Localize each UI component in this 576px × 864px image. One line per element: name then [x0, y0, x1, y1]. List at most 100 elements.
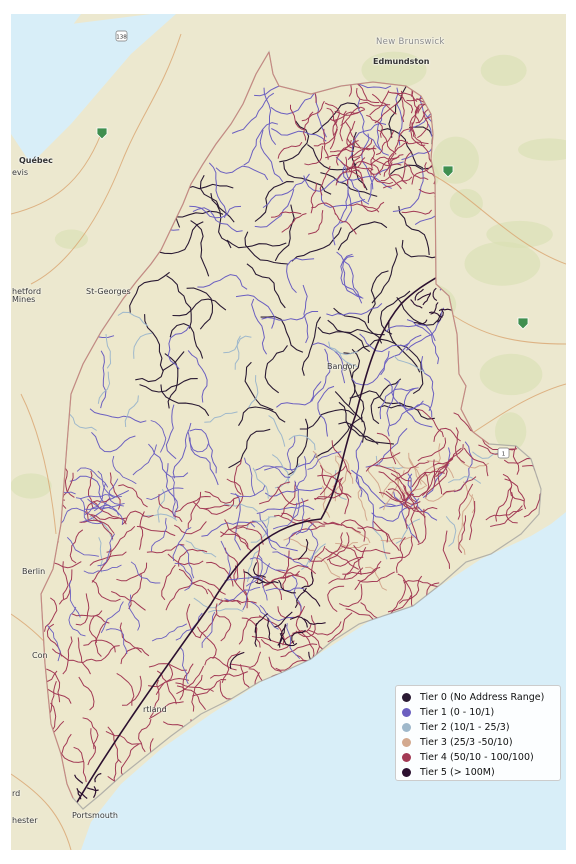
road-tier-3 [283, 538, 315, 552]
road-tier-4 [62, 636, 73, 675]
road-tier-1 [172, 422, 192, 479]
road-tier-4 [254, 573, 282, 601]
road-tier-1 [112, 455, 137, 485]
road-tier-5 [297, 538, 309, 561]
road-tier-4 [83, 639, 116, 653]
road-tier-1 [172, 527, 192, 562]
road-tier-2 [124, 395, 139, 428]
road-tier-4 [338, 584, 363, 608]
road-tier-5 [243, 571, 265, 583]
road-tier-5 [254, 613, 269, 633]
road-tier-4 [357, 571, 395, 583]
road-tier-3 [426, 460, 455, 479]
road-tier-1 [379, 387, 419, 420]
road-tier-3 [341, 523, 371, 544]
road-tier-4 [258, 615, 286, 643]
road-tier-0 [377, 405, 435, 420]
road-tier-4 [203, 499, 235, 515]
road-tier-4 [353, 159, 366, 189]
map-canvas[interactable]: 138 1 [11, 14, 566, 850]
road-tier-4 [338, 478, 350, 515]
road-tier-4 [167, 553, 204, 566]
road-tier-4 [327, 585, 345, 612]
road-tier-4 [120, 743, 139, 778]
road-tier-0 [210, 193, 232, 249]
road-tier-1 [407, 473, 438, 521]
road-tier-4 [458, 515, 466, 554]
road-tier-2 [98, 537, 103, 573]
road-tier-1 [351, 350, 390, 386]
road-tier-4 [336, 139, 352, 166]
road-tier-0 [371, 247, 398, 304]
legend-label-tier-3: Tier 3 (25/3 -50/10) [420, 737, 513, 748]
svg-text:138: 138 [116, 35, 127, 41]
road-tier-1 [244, 457, 256, 496]
road-tier-4 [314, 492, 352, 501]
road-tier-4 [161, 564, 176, 601]
place-label-portland: rtland [143, 705, 167, 714]
road-tier-4 [340, 106, 365, 126]
place-label-new-brunswick: New Brunswick [376, 37, 445, 47]
road-tier-2 [288, 434, 316, 451]
road-tier-4 [373, 520, 400, 552]
road-tier-4 [411, 106, 420, 137]
road-tier-3 [312, 450, 335, 478]
road-tier-1 [230, 485, 266, 498]
road-tier-4 [366, 114, 383, 138]
road-tier-4 [175, 496, 211, 513]
road-tier-4 [87, 728, 96, 766]
place-label-levis: evis [12, 168, 29, 177]
road-tier-4 [331, 440, 352, 475]
road-tier-2 [250, 516, 270, 543]
surrounding-road [450, 313, 566, 345]
road-tier-1 [84, 504, 120, 516]
road-tier-3 [365, 566, 388, 591]
road-tier-0 [400, 344, 424, 395]
place-label-concord: Con [32, 651, 48, 660]
place-label-quebec: Québec [19, 156, 53, 165]
maine-state [41, 52, 541, 809]
road-tier-4 [343, 546, 367, 580]
svg-text:1: 1 [502, 452, 506, 458]
road-tier-5 [436, 309, 444, 323]
road-tier-4 [425, 466, 448, 498]
road-tier-1 [97, 533, 115, 567]
forest-patch [479, 353, 543, 396]
road-tier-4 [370, 145, 376, 176]
road-tier-4 [387, 579, 406, 613]
road-tier-4 [410, 122, 426, 146]
road-tier-4 [359, 101, 391, 107]
road-tier-1 [220, 540, 231, 579]
forest-patch [464, 241, 541, 286]
road-tier-4 [120, 647, 150, 665]
road-tier-5 [255, 581, 279, 585]
road-tier-1 [201, 521, 256, 537]
road-tier-4 [281, 512, 317, 529]
road-tier-5 [274, 611, 293, 628]
road-tier-4 [334, 212, 357, 235]
road-tier-4 [290, 104, 306, 131]
road-tier-3 [380, 536, 415, 542]
road-tier-4 [329, 111, 359, 121]
road-tier-4 [207, 588, 242, 605]
road-tier-4 [82, 717, 99, 750]
road-tier-4 [165, 583, 193, 611]
legend-label-tier-1: Tier 1 (0 - 10/1) [420, 707, 495, 718]
road-tier-4 [353, 544, 391, 554]
road-tier-1 [165, 404, 177, 460]
road-tier-4 [283, 554, 322, 562]
road-tier-2 [204, 411, 238, 423]
road-tier-1 [307, 527, 319, 563]
road-tier-1 [420, 356, 435, 412]
road-tier-0 [169, 323, 204, 359]
road-tier-4 [262, 574, 299, 588]
road-tier-0 [172, 298, 227, 317]
road-tier-1 [272, 502, 298, 530]
road-tier-4 [238, 616, 262, 645]
road-tier-0 [129, 271, 170, 313]
road-tier-1 [311, 348, 331, 402]
road-tier-1 [243, 122, 279, 166]
road-tier-4 [327, 612, 353, 643]
road-tier-4 [455, 427, 465, 464]
road-tier-2 [142, 513, 178, 522]
